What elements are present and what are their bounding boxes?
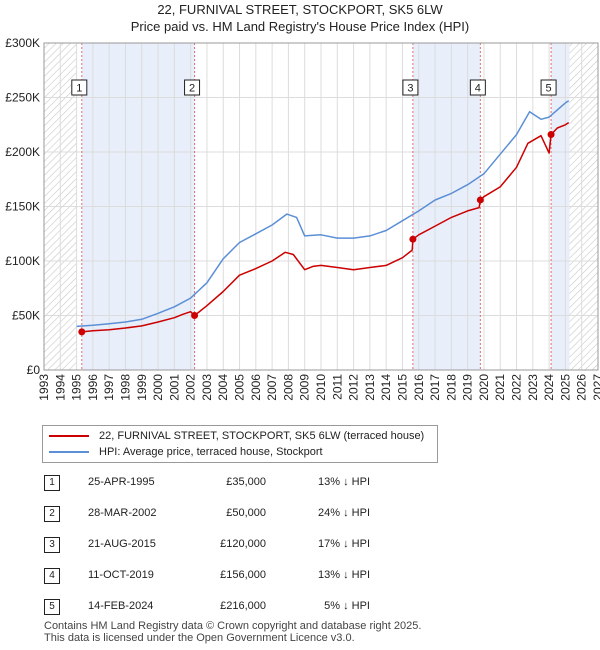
x-tick-label: 2013 (363, 374, 377, 401)
x-tick-label: 2008 (281, 374, 295, 401)
x-tick-label: 2022 (510, 374, 524, 401)
sale-label-box (184, 79, 201, 96)
row-number-badge: 5 (44, 599, 60, 615)
row-date: 11-OCT-2019 (88, 569, 154, 581)
x-tick-label: 1996 (86, 374, 100, 401)
sale-point (409, 235, 417, 243)
x-tick-label: 2023 (526, 374, 540, 401)
y-tick-label: £200K (5, 145, 40, 159)
x-tick-label: 2016 (412, 374, 426, 401)
legend-item-property: 22, FURNIVAL STREET, STOCKPORT, SK5 6LW … (49, 428, 424, 444)
row-hpi-diff: 13% ↓ HPI (318, 569, 370, 581)
row-date: 28-MAR-2002 (88, 507, 157, 519)
x-tick-label: 2020 (477, 374, 491, 401)
row-date: 25-APR-1995 (88, 476, 155, 488)
row-price: £120,000 (220, 538, 266, 550)
row-hpi-diff: 13% ↓ HPI (318, 476, 370, 488)
legend-label-hpi: HPI: Average price, terraced house, Stoc… (99, 446, 323, 458)
sale-label-number: 3 (407, 83, 413, 95)
row-number-badge: 1 (44, 475, 60, 491)
row-number-badge: 2 (44, 506, 60, 522)
table-row: 2 28-MAR-2002 £50,000 24% ↓ HPI (40, 504, 400, 524)
x-tick-label: 2002 (184, 374, 198, 401)
x-tick-label: 2019 (461, 374, 475, 401)
table-row: 5 14-FEB-2024 £216,000 5% ↓ HPI (40, 597, 400, 617)
x-tick-label: 2012 (347, 374, 361, 401)
row-price: £35,000 (226, 476, 266, 488)
footer-licence: This data is licensed under the Open Gov… (44, 632, 355, 644)
x-tick-label: 2026 (575, 374, 589, 401)
legend-item-hpi: HPI: Average price, terraced house, Stoc… (49, 444, 323, 460)
x-tick-label: 2003 (200, 374, 214, 401)
sale-point (476, 196, 484, 204)
plot-frame (43, 42, 599, 371)
table-row: 3 21-AUG-2015 £120,000 17% ↓ HPI (40, 535, 400, 555)
y-tick-label: £250K (5, 91, 40, 105)
chart-title: 22, FURNIVAL STREET, STOCKPORT, SK5 6LW (157, 2, 443, 17)
x-tick-label: 2007 (265, 374, 279, 401)
x-tick-label: 1998 (118, 374, 132, 401)
legend-swatch-hpi (49, 451, 89, 453)
footer: Contains HM Land Registry data © Crown c… (44, 620, 421, 644)
row-hpi-diff: 24% ↓ HPI (318, 507, 370, 519)
x-tick-label: 1993 (37, 374, 51, 401)
y-tick-label: £0 (27, 363, 41, 377)
legend-swatch-property (49, 435, 89, 437)
x-tick-label: 1995 (70, 374, 84, 401)
x-tick-label: 2004 (216, 374, 230, 401)
x-tick-label: 2027 (591, 374, 600, 401)
row-price: £50,000 (226, 507, 266, 519)
x-tick-label: 2014 (379, 374, 393, 401)
x-tick-label: 2025 (558, 374, 572, 401)
x-tick-label: 2018 (444, 374, 458, 401)
sale-label-box (402, 79, 419, 96)
row-price: £156,000 (220, 569, 266, 581)
x-tick-label: 1997 (102, 374, 116, 401)
x-tick-label: 2006 (249, 374, 263, 401)
row-hpi-diff: 17% ↓ HPI (318, 538, 370, 550)
x-tick-label: 2005 (233, 374, 247, 401)
y-tick-label: £300K (5, 36, 40, 50)
row-number-badge: 3 (44, 537, 60, 553)
footer-copyright: Contains HM Land Registry data © Crown c… (44, 620, 422, 632)
x-tick-label: 2010 (314, 374, 328, 401)
x-tick-label: 2001 (167, 374, 181, 401)
sale-point (78, 328, 86, 336)
property-price-line (81, 121, 570, 333)
row-price: £216,000 (220, 600, 266, 612)
chart-legend: 22, FURNIVAL STREET, STOCKPORT, SK5 6LW … (42, 425, 438, 463)
row-hpi-diff: 5% ↓ HPI (324, 600, 370, 612)
sale-point (191, 312, 199, 319)
sale-label-box (71, 79, 88, 96)
y-tick-label: £150K (5, 200, 40, 214)
chart-subtitle: Price paid vs. HM Land Registry's House … (130, 19, 470, 34)
x-tick-label: 2017 (428, 374, 442, 401)
sale-label-number: 5 (546, 83, 552, 95)
x-tick-label: 2015 (395, 374, 409, 401)
x-tick-label: 2021 (493, 374, 507, 401)
sale-label-number: 4 (475, 83, 481, 95)
legend-label-property: 22, FURNIVAL STREET, STOCKPORT, SK5 6LW … (99, 430, 425, 442)
x-tick-label: 2009 (298, 374, 312, 401)
hpi-line (76, 100, 570, 328)
x-tick-label: 2024 (542, 374, 556, 401)
x-tick-label: 1994 (53, 374, 67, 401)
sale-label-box (469, 79, 486, 96)
sale-label-box (540, 79, 557, 96)
y-tick-label: £50K (12, 309, 40, 323)
sale-label-number: 1 (76, 83, 82, 95)
x-tick-label: 2011 (330, 374, 344, 400)
y-tick-label: £100K (5, 254, 40, 268)
sale-point (547, 131, 555, 139)
x-tick-label: 1999 (135, 374, 149, 401)
row-date: 14-FEB-2024 (88, 600, 154, 612)
table-row: 1 25-APR-1995 £35,000 13% ↓ HPI (40, 473, 400, 493)
row-number-badge: 4 (44, 568, 60, 584)
sale-label-number: 2 (189, 83, 195, 95)
table-row: 4 11-OCT-2019 £156,000 13% ↓ HPI (40, 566, 400, 586)
row-date: 21-AUG-2015 (88, 538, 156, 550)
price-chart: 1 2 3 4 5 £0 £50K £100K £150K £200K £250K £300K 199… (5, 36, 600, 401)
x-tick-label: 2000 (151, 374, 165, 401)
